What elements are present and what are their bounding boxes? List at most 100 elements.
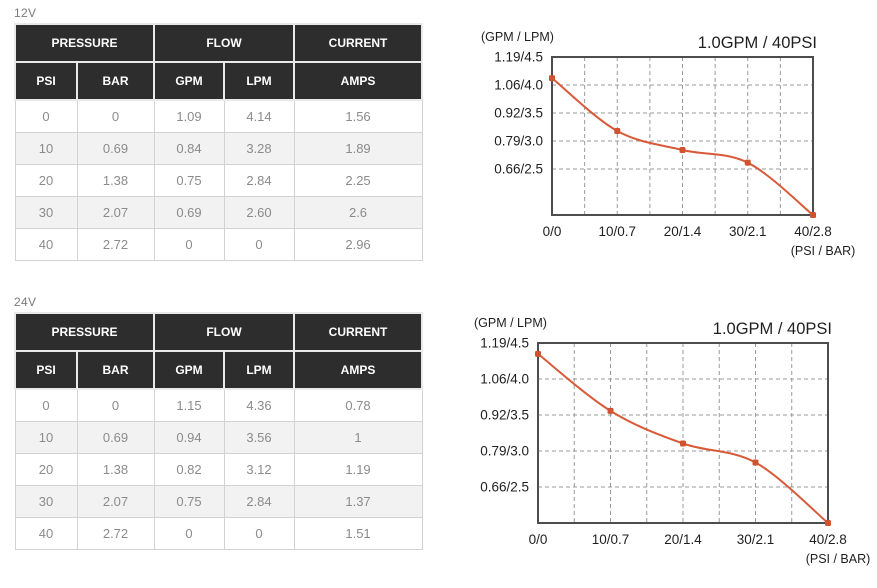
table-cell: 2.96 <box>293 228 423 261</box>
x-tick-label: 0/0 <box>529 532 548 547</box>
y-tick-label: 0.79/3.0 <box>494 134 543 149</box>
table-cell: 20 <box>14 164 78 197</box>
table-cell: 2.84 <box>223 485 295 518</box>
y-tick-label: 0.79/3.0 <box>480 444 529 459</box>
table-col-header: GPM <box>153 350 225 390</box>
table-col-header: BAR <box>76 350 155 390</box>
data-point-marker <box>535 350 541 357</box>
table-cell: 2.72 <box>76 517 155 550</box>
x-tick-label: 40/2.8 <box>809 532 847 547</box>
table-cell: 0 <box>14 99 78 133</box>
x-tick-label: 30/2.1 <box>729 224 767 239</box>
y-tick-label: 1.06/4.0 <box>494 78 543 93</box>
table-group-header: CURRENT <box>293 23 424 63</box>
y-tick-label: 1.06/4.0 <box>480 372 529 387</box>
data-point-marker <box>607 407 614 414</box>
table-col-header: BAR <box>76 61 155 101</box>
y-tick-label: 1.19/4.5 <box>480 336 529 351</box>
section-label-24v: 24V <box>14 295 37 309</box>
table-group-header-row: PRESSURE FLOW CURRENT <box>14 23 424 63</box>
table-cell: 2.72 <box>76 228 155 261</box>
table-cell: 3.12 <box>223 453 295 486</box>
table-cell: 1.37 <box>293 485 423 518</box>
table-row: 20 1.38 0.75 2.84 2.25 <box>14 164 423 197</box>
table-row: 40 2.72 0 0 2.96 <box>14 228 423 261</box>
table-col-header: PSI <box>14 61 78 101</box>
table-cell: 40 <box>14 517 78 550</box>
table-row: 30 2.07 0.69 2.60 2.6 <box>14 196 423 229</box>
table-cell: 1.38 <box>76 453 155 486</box>
table-cell: 0.84 <box>153 132 225 165</box>
table-cell: 4.36 <box>223 388 295 422</box>
data-point-marker <box>810 212 816 218</box>
x-axis-unit-label: (PSI / BAR) <box>791 244 856 258</box>
spec-table-12v: PRESSURE FLOW CURRENT PSI BAR GPM LPM AMPS 0 0 1.0… <box>14 23 424 261</box>
table-cell: 2.6 <box>293 196 423 229</box>
flow-chart-12v: 1.19/4.5 1.06/4.0 0.92/3.5 0.79/3.0 0.66/2.5… <box>477 19 877 274</box>
table-cell: 1.56 <box>293 99 423 133</box>
table-group-header: PRESSURE <box>14 312 155 352</box>
table-cell: 10 <box>14 132 78 165</box>
x-tick-label: 30/2.1 <box>737 532 775 547</box>
flow-chart-svg: 1.19/4.5 1.06/4.0 0.92/3.5 0.79/3.0 0.66/2.5… <box>481 30 856 258</box>
table-cell: 0.69 <box>76 132 155 165</box>
x-tick-label: 10/0.7 <box>592 532 630 547</box>
table-cell: 20 <box>14 453 78 486</box>
table-cell: 0 <box>223 228 295 261</box>
table-col-header: PSI <box>14 350 78 390</box>
plot-area-border <box>537 342 829 524</box>
table-cell: 0 <box>14 388 78 422</box>
table-cell: 0.78 <box>293 388 423 422</box>
plot-area-border <box>551 56 814 216</box>
flow-curve <box>551 77 814 216</box>
data-point-marker <box>679 146 686 153</box>
table-row: 0 0 1.15 4.36 0.78 <box>14 388 423 422</box>
x-tick-label: 0/0 <box>543 224 562 239</box>
table-cell: 1 <box>293 421 423 454</box>
flow-chart-svg: 1.19/4.5 1.06/4.0 0.92/3.5 0.79/3.0 0.66/2.5… <box>474 316 870 566</box>
table-cell: 1.38 <box>76 164 155 197</box>
table-group-header: FLOW <box>152 312 296 352</box>
spec-table-24v: PRESSURE FLOW CURRENT PSI BAR GPM LPM AMPS 0 0 1.1… <box>14 312 424 550</box>
table-cell: 0 <box>223 517 295 550</box>
table-group-header: CURRENT <box>293 312 424 352</box>
table-col-header: GPM <box>153 61 225 101</box>
y-tick-label: 0.92/3.5 <box>480 408 529 423</box>
y-tick-label: 0.66/2.5 <box>480 480 529 495</box>
table-cell: 30 <box>14 196 78 229</box>
table-col-header: AMPS <box>293 61 424 101</box>
table-cell: 4.14 <box>223 99 295 133</box>
data-point-marker <box>752 459 759 466</box>
table-cell: 30 <box>14 485 78 518</box>
table-cell: 2.25 <box>293 164 423 197</box>
data-point-marker <box>680 440 686 447</box>
table-col-header: LPM <box>222 350 296 390</box>
y-axis-unit-label: (GPM / LPM) <box>481 30 554 44</box>
table-cell: 0.69 <box>76 421 155 454</box>
table-cell: 0 <box>153 517 225 550</box>
table-cell: 0 <box>153 228 225 261</box>
x-tick-label: 20/1.4 <box>664 532 702 547</box>
table-group-header: PRESSURE <box>14 23 155 63</box>
table-row: 30 2.07 0.75 2.84 1.37 <box>14 485 423 518</box>
data-point-marker <box>744 159 751 166</box>
y-tick-label: 0.66/2.5 <box>494 162 543 177</box>
table-cell: 0 <box>76 388 155 422</box>
data-point-marker <box>825 520 831 526</box>
table-cell: 0.69 <box>153 196 225 229</box>
flow-chart-24v: 1.19/4.5 1.06/4.0 0.92/3.5 0.79/3.0 0.66/2.5… <box>470 305 870 588</box>
table-cell: 1.15 <box>153 388 225 422</box>
table-cell: 40 <box>14 228 78 261</box>
table-cell: 1.09 <box>153 99 225 133</box>
table-col-header: LPM <box>222 61 296 101</box>
table-row: 10 0.69 0.84 3.28 1.89 <box>14 132 423 165</box>
x-tick-label: 40/2.8 <box>794 224 832 239</box>
table-cell: 2.84 <box>223 164 295 197</box>
chart-title: 1.0GPM / 40PSI <box>698 34 817 52</box>
table-cell: 0 <box>76 99 155 133</box>
table-cell: 10 <box>14 421 78 454</box>
table-cell: 0.75 <box>153 485 225 518</box>
y-tick-label: 0.92/3.5 <box>494 106 543 121</box>
table-row: 20 1.38 0.82 3.12 1.19 <box>14 453 423 486</box>
